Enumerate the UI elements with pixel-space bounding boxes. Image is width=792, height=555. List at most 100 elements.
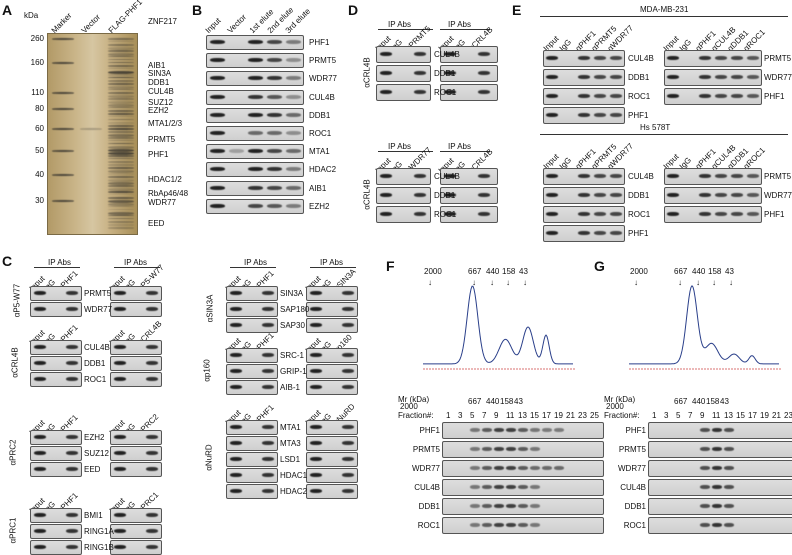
- band: [542, 428, 552, 432]
- lane-label-marker: Marker: [49, 11, 74, 35]
- blot-strip: [376, 84, 431, 101]
- band: [715, 56, 727, 60]
- row-label: ROC1: [417, 521, 440, 530]
- ip-abs-label: IP Abs: [244, 258, 267, 267]
- protein-label: WDR77: [148, 198, 177, 207]
- band: [494, 428, 504, 432]
- band: [667, 56, 679, 60]
- lane-label: Vector: [225, 12, 249, 35]
- band: [610, 212, 622, 216]
- flag-phf1-band: [108, 74, 134, 76]
- band: [310, 307, 322, 311]
- flag-phf1-band: [108, 188, 134, 191]
- marker-band: [52, 62, 74, 64]
- band: [230, 369, 242, 373]
- protein-label: AIB1: [148, 61, 166, 70]
- band: [230, 473, 242, 477]
- blot-strip: [110, 524, 162, 539]
- protein-label: EZH2: [148, 106, 169, 115]
- fraction-number: 21: [566, 411, 575, 420]
- band: [470, 428, 480, 432]
- blot-strip: [226, 348, 278, 363]
- mw-marker-small: 158: [500, 397, 514, 406]
- row-label: PRMT5: [309, 56, 337, 66]
- band: [667, 212, 679, 216]
- band: [578, 94, 590, 98]
- flag-phf1-band: [108, 71, 134, 74]
- band: [230, 425, 242, 429]
- fraction-number: 13: [724, 411, 733, 420]
- ip-underline: [440, 29, 490, 30]
- band: [724, 504, 734, 508]
- mw-marker-small: 440: [692, 397, 706, 406]
- band: [114, 435, 126, 439]
- row-label: PRMT5: [412, 445, 440, 454]
- band: [34, 529, 46, 533]
- mw-label: 80: [35, 104, 44, 113]
- row-label: DDB1: [628, 73, 650, 82]
- ip-underline: [310, 267, 356, 268]
- fraction-number: 7: [482, 411, 487, 420]
- flag-phf1-band: [108, 65, 134, 67]
- band: [478, 71, 490, 75]
- band: [310, 441, 322, 445]
- flag-phf1-band: [108, 77, 134, 78]
- band: [578, 193, 590, 197]
- band: [310, 385, 322, 389]
- band: [414, 71, 426, 75]
- row-label: ROC1: [628, 92, 651, 101]
- band: [667, 174, 679, 178]
- chromatogram-trace: [629, 284, 782, 370]
- band: [594, 56, 606, 60]
- mw-marker-small: 667: [674, 397, 688, 406]
- band: [724, 466, 734, 470]
- band: [699, 94, 711, 98]
- band: [594, 212, 606, 216]
- band: [248, 131, 263, 135]
- band: [530, 466, 540, 470]
- band: [747, 94, 759, 98]
- marker-arrow: ↓: [634, 278, 638, 287]
- band: [342, 353, 354, 357]
- ip-underline: [34, 267, 80, 268]
- band: [380, 174, 392, 178]
- flag-phf1-band: [108, 101, 134, 104]
- band: [530, 485, 540, 489]
- band: [594, 75, 606, 79]
- band: [262, 441, 274, 445]
- band: [267, 94, 282, 99]
- cell-line-underline: [540, 134, 788, 135]
- band: [342, 489, 354, 493]
- blot-strip: [306, 420, 358, 435]
- band: [731, 193, 743, 197]
- flag-phf1-band: [108, 206, 134, 207]
- flag-phf1-band: [108, 215, 134, 216]
- row-label: SAP30: [280, 321, 305, 330]
- band: [146, 377, 158, 381]
- band: [610, 94, 622, 98]
- band: [578, 75, 590, 79]
- row-label: ROC1: [434, 210, 457, 219]
- band: [724, 485, 734, 489]
- row-label: PHF1: [419, 426, 440, 435]
- band: [578, 56, 590, 60]
- flag-phf1-band: [108, 104, 134, 107]
- row-label: RING1B: [84, 543, 114, 552]
- mw-marker-small: 43: [514, 397, 523, 406]
- flag-phf1-band: [108, 155, 134, 157]
- band: [286, 58, 301, 63]
- row-label: CUL4B: [434, 172, 460, 181]
- protein-label: PHF1: [148, 150, 169, 159]
- band: [700, 428, 710, 432]
- band: [34, 545, 46, 549]
- ip-underline: [378, 29, 433, 30]
- cell-line-underline: [540, 16, 788, 17]
- mw-label: 160: [30, 58, 44, 67]
- flag-phf1-band: [108, 59, 134, 60]
- band: [554, 466, 564, 470]
- row-label: ROC1: [309, 129, 332, 138]
- chromatogram-line: [629, 284, 779, 365]
- band: [66, 361, 78, 365]
- blot-strip: [306, 286, 358, 301]
- flag-phf1-band: [108, 56, 134, 57]
